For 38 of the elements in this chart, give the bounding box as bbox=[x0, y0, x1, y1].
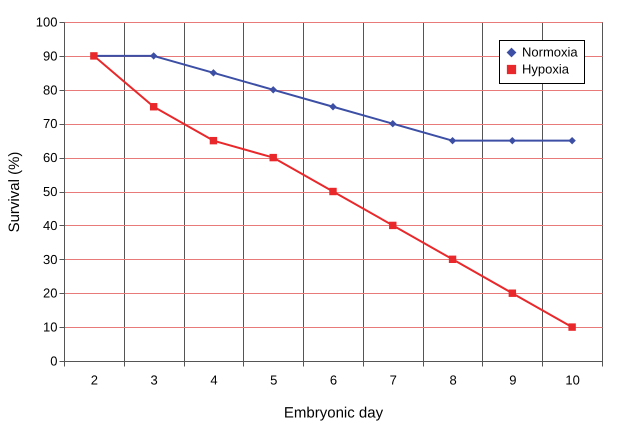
point bbox=[150, 52, 158, 60]
point bbox=[508, 136, 516, 144]
point bbox=[568, 136, 576, 144]
y-tick-label: 70 bbox=[43, 116, 58, 132]
x-tick-label: 6 bbox=[330, 372, 338, 388]
legend-label: Hypoxia bbox=[522, 62, 570, 76]
legend-label: Normoxia bbox=[522, 44, 578, 60]
point bbox=[389, 222, 396, 230]
y-tick-label: 60 bbox=[43, 150, 58, 166]
y-tick-label: 30 bbox=[43, 252, 58, 267]
y-tick-label: 10 bbox=[43, 320, 58, 335]
y-tick-label: 80 bbox=[43, 82, 58, 98]
x-tick-label: 7 bbox=[390, 372, 397, 388]
point bbox=[210, 136, 218, 144]
point bbox=[150, 103, 158, 110]
point bbox=[270, 154, 277, 162]
point bbox=[270, 86, 277, 94]
x-tick-label: 10 bbox=[565, 372, 580, 388]
point bbox=[508, 289, 516, 297]
y-tick-label: 100 bbox=[36, 14, 58, 30]
x-axis-title: Embryonic day bbox=[284, 404, 384, 422]
x-tick-label: 2 bbox=[90, 372, 98, 388]
x-tick-label: 3 bbox=[150, 372, 158, 388]
y-tick-label: 50 bbox=[43, 184, 58, 199]
point bbox=[448, 136, 456, 144]
point bbox=[448, 256, 456, 264]
x-tick-label: 8 bbox=[449, 372, 457, 388]
y-tick-label: 40 bbox=[43, 218, 58, 233]
y-tick-label: 90 bbox=[43, 48, 58, 64]
x-tick-label: 4 bbox=[210, 372, 218, 388]
y-tick-label: 20 bbox=[43, 286, 58, 301]
y-axis-title: Survival (%) bbox=[6, 152, 23, 232]
point bbox=[389, 120, 396, 128]
point bbox=[210, 69, 218, 77]
point bbox=[568, 323, 576, 331]
y-tick-label: 0 bbox=[50, 354, 58, 368]
x-tick-label: 5 bbox=[270, 372, 278, 388]
x-tick-label: 9 bbox=[509, 372, 516, 388]
